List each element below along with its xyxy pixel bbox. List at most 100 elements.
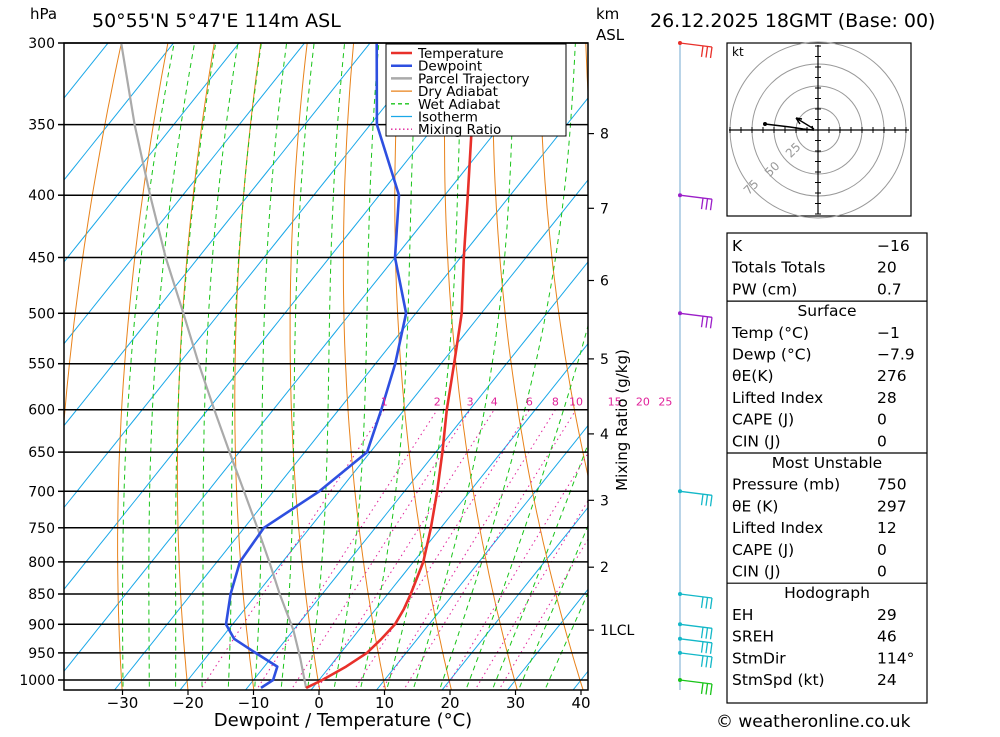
wind-barb-feather — [706, 47, 708, 58]
table-row-value: 0 — [877, 411, 887, 429]
mixing-ratio-label: 10 — [569, 396, 583, 409]
wind-barb-feather — [711, 643, 713, 654]
mixing-ratio-label: 4 — [491, 396, 498, 409]
wind-barb-feather — [702, 494, 704, 505]
wind-barb-feather — [702, 642, 704, 653]
height-tick-label: 4 — [600, 427, 609, 443]
datetime-title: 26.12.2025 18GMT (Base: 00) — [650, 10, 935, 32]
table-section-title: Surface — [797, 302, 856, 320]
table-row-value: 20 — [877, 259, 897, 277]
wind-barb-staff — [680, 195, 712, 199]
wind-barb-feather — [711, 628, 713, 639]
table-row-value: −1 — [877, 324, 900, 342]
wind-barb — [678, 651, 712, 668]
table-row-label: Pressure (mb) — [732, 476, 840, 494]
wind-barb-dot — [678, 651, 682, 655]
table-row-value: 29 — [877, 606, 897, 624]
wind-barb-dot — [678, 41, 682, 45]
table-row-label: SREH — [732, 628, 774, 646]
wind-barb-feather — [702, 656, 704, 667]
pressure-tick-label: 450 — [28, 251, 55, 267]
mixing-ratio-label: 2 — [434, 396, 441, 409]
wind-barb-feather — [706, 628, 708, 639]
pressure-tick-label: 550 — [28, 357, 55, 373]
pressure-tick-label: 600 — [28, 403, 55, 419]
wind-barb-staff — [680, 594, 712, 598]
pressure-tick-label: 1000 — [19, 673, 55, 689]
mixing-ratio-label: 1 — [381, 396, 388, 409]
mixing-ratio-label: 6 — [526, 396, 533, 409]
temperature-tick-label: 40 — [571, 694, 590, 712]
wind-barb — [678, 489, 712, 506]
height-tick-label: 2 — [600, 560, 609, 576]
pressure-tick-label: 700 — [28, 484, 55, 500]
wind-barb-feather — [706, 642, 708, 653]
table-row-label: StmDir — [732, 649, 786, 667]
mixing-ratio-axis-label: Mixing Ratio (g/kg) — [613, 349, 631, 491]
wind-barb-feather — [711, 684, 713, 695]
hodograph-trace-end — [763, 122, 767, 126]
mixing-ratio-label: 3 — [467, 396, 474, 409]
table-section-title: Hodograph — [784, 584, 870, 602]
height-tick-label: 6 — [600, 274, 609, 290]
wind-barb-feather — [702, 198, 704, 209]
table-row-value: −7.9 — [877, 346, 915, 364]
temperature-tick-label: −30 — [107, 694, 139, 712]
location-title: 50°55'N 5°47'E 114m ASL — [92, 10, 341, 32]
table-row-value: 0 — [877, 541, 887, 559]
pressure-tick-label: 900 — [28, 617, 55, 633]
wind-barb-feather — [706, 684, 708, 695]
pressure-tick-label: 850 — [28, 587, 55, 603]
wind-barb-feather — [711, 495, 713, 506]
wind-barb-dot — [678, 489, 682, 493]
copyright: © weatheronline.co.uk — [716, 712, 911, 732]
table-row-label: CIN (J) — [732, 563, 781, 581]
mixing-ratio-label: 20 — [636, 396, 650, 409]
wind-barb — [678, 622, 712, 639]
table-row-value: 0.7 — [877, 280, 902, 298]
table-row-value: 28 — [877, 389, 897, 407]
wind-barb-feather — [711, 199, 713, 210]
wind-barb — [678, 193, 712, 210]
table-row-value: −16 — [877, 237, 910, 255]
wind-barb-feather — [702, 316, 704, 327]
table-row-value: 24 — [877, 671, 897, 689]
wind-barb — [678, 41, 712, 58]
wind-barb-dot — [678, 592, 682, 596]
table-row-label: Totals Totals — [731, 259, 825, 277]
wind-barb-feather — [711, 317, 713, 328]
table-row-label: Lifted Index — [732, 389, 823, 407]
table-row-label: θE (K) — [732, 497, 778, 515]
pressure-tick-label: 650 — [28, 445, 55, 461]
wind-barb — [678, 592, 712, 609]
wind-barb-feather — [702, 627, 704, 638]
wind-barb-feather — [702, 46, 704, 57]
table-row-label: θE(K) — [732, 367, 774, 385]
table-row-value: 0 — [877, 563, 887, 581]
wind-barb-feather — [706, 495, 708, 506]
wind-barb-staff — [680, 43, 712, 47]
wind-barb — [678, 311, 712, 328]
pressure-tick-label: 300 — [28, 36, 55, 52]
x-axis-label: Dewpoint / Temperature (°C) — [214, 710, 472, 731]
table-row-label: CAPE (J) — [732, 541, 794, 559]
wind-barb-feather — [706, 598, 708, 609]
table-row-value: 114° — [877, 649, 914, 667]
table-section-title: Most Unstable — [772, 454, 882, 472]
pressure-tick-label: 500 — [28, 306, 55, 322]
table-row-label: EH — [732, 606, 753, 624]
legend-entry-label: Mixing Ratio — [418, 122, 501, 138]
table-row-value: 46 — [877, 628, 897, 646]
table-row-label: Lifted Index — [732, 519, 823, 537]
wind-barb-feather — [706, 317, 708, 328]
mixing-ratio-label: 25 — [658, 396, 672, 409]
temperature-tick-label: 30 — [506, 694, 525, 712]
hodograph-unit-label: kt — [732, 45, 744, 59]
wind-barb — [678, 637, 712, 654]
pressure-tick-label: 350 — [28, 118, 55, 134]
